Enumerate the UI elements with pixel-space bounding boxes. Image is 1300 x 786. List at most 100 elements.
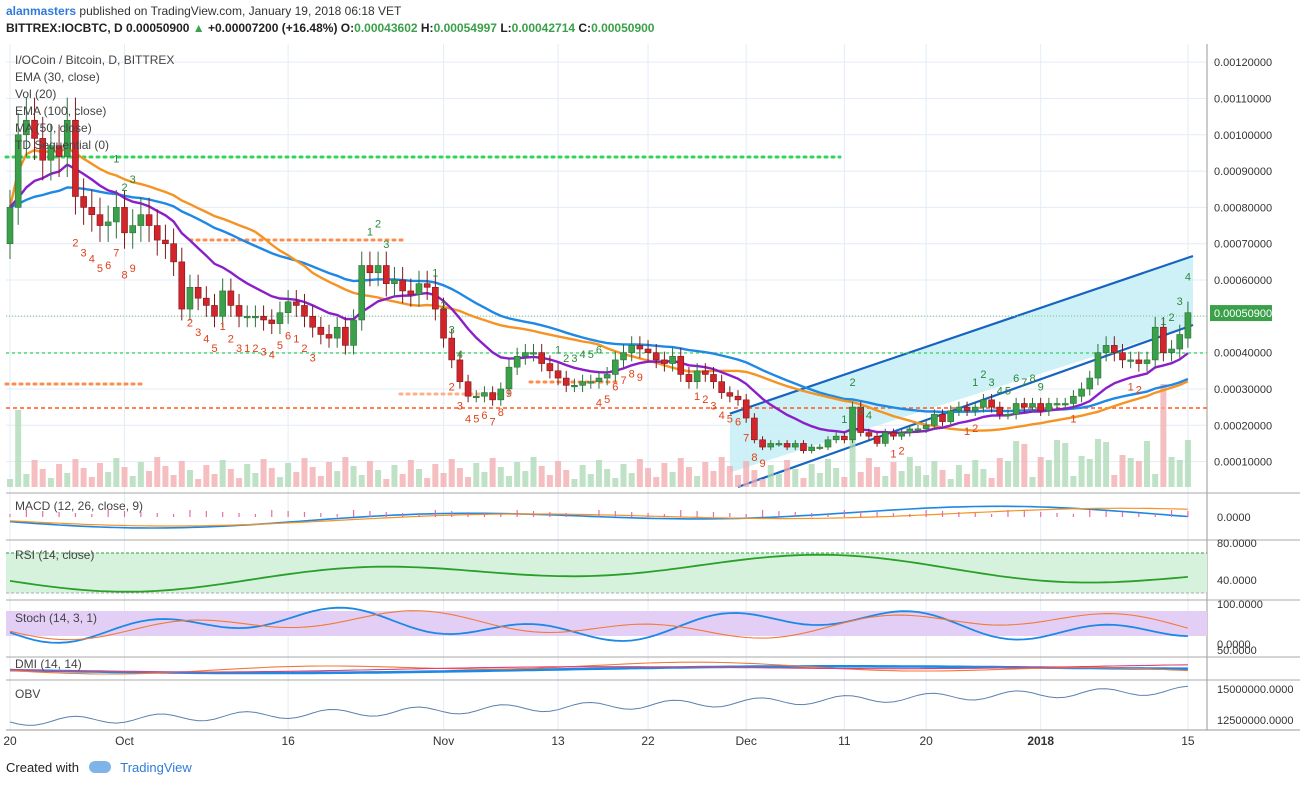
volume-bar (563, 470, 570, 487)
candle (816, 446, 824, 449)
candle (432, 286, 439, 310)
stoch-label: Stoch (14, 3, 1) (15, 611, 97, 625)
legend-item: Vol (20) (15, 87, 56, 101)
volume-bar (972, 460, 979, 487)
x-tick-label: Dec (736, 734, 757, 748)
candle (145, 214, 153, 226)
td-up-count: 6 (596, 345, 602, 357)
candle (857, 406, 865, 433)
td-down-count: 2 (449, 381, 455, 393)
candle (1160, 326, 1167, 353)
candle (841, 435, 848, 441)
obv-line (9, 685, 1188, 726)
volume-bar (865, 458, 872, 487)
volume-bar (56, 464, 63, 487)
volume-bar (1152, 474, 1159, 487)
high-value: 0.00054997 (433, 21, 497, 35)
volume-bar (841, 477, 848, 487)
td-up-count: 3 (383, 239, 389, 251)
candle (710, 374, 717, 382)
x-tick-label: 22 (641, 734, 655, 748)
tradingview-link[interactable]: TradingView (120, 760, 192, 775)
candle (194, 286, 202, 299)
td-down-count: 3 (81, 247, 87, 259)
volume-bar (366, 461, 373, 487)
volume-bar (407, 460, 414, 487)
volume-bar (154, 457, 161, 487)
x-tick-label: 20 (3, 734, 17, 748)
candle (734, 395, 742, 401)
stoch-tick: 0.0000 (1217, 639, 1251, 651)
volume-bar (931, 461, 938, 487)
td-up-count: 5 (1005, 385, 1011, 397)
low-label: L: (500, 21, 512, 35)
volume-bar (481, 472, 488, 487)
candle (906, 428, 914, 433)
y-tick-label: 0.00060000 (1214, 275, 1272, 287)
volume-bar (636, 459, 643, 487)
candle (1094, 352, 1102, 379)
volume-bar (416, 469, 422, 487)
dmi-tick: 50.0000 (1217, 645, 1257, 657)
candle (1086, 377, 1094, 390)
y-tick-label: 0.00110000 (1214, 93, 1271, 105)
volume-bar (505, 476, 512, 487)
td-down-count: 4 (89, 254, 95, 266)
volume-bar (129, 476, 136, 487)
y-tick-label: 0.00080000 (1214, 202, 1272, 214)
volume-bar (882, 476, 889, 487)
candle (677, 355, 685, 375)
volume-bar (612, 478, 619, 487)
td-up-count: 4 (457, 349, 463, 361)
candle (718, 381, 725, 393)
volume-bar (186, 470, 193, 487)
y-tick-label: 0.00090000 (1214, 166, 1272, 178)
candle (898, 432, 905, 437)
volume-bar (1045, 460, 1052, 487)
candle (211, 305, 218, 317)
td-down-count: 3 (261, 346, 267, 358)
candle (922, 424, 930, 430)
td-up-count: 1 (1160, 316, 1166, 328)
candle (554, 370, 562, 379)
candle (538, 352, 546, 364)
candle (472, 395, 480, 399)
candle (775, 443, 783, 446)
td-up-count: 4 (1185, 271, 1191, 283)
volume-bar (555, 461, 562, 487)
candle (522, 352, 529, 357)
candle (873, 435, 881, 444)
td-down-count: 8 (629, 369, 635, 381)
td-down-count: 2 (1136, 385, 1142, 397)
candle (178, 261, 186, 310)
volume-bar (1135, 461, 1142, 487)
td-down-count: 3 (710, 401, 716, 413)
td-down-count: 8 (498, 407, 504, 419)
td-up-count: 1 (367, 227, 373, 239)
footer: Created with TradingView (6, 760, 192, 775)
volume-bar (170, 475, 177, 487)
author-link[interactable]: alanmasters (6, 4, 77, 18)
td-up-count: 1 (432, 267, 438, 279)
candle (661, 359, 668, 364)
td-down-count: 2 (972, 423, 978, 435)
candle (726, 392, 734, 397)
volume-bar (522, 471, 529, 487)
td-up-count: 1 (972, 377, 978, 389)
volume-bar (718, 457, 725, 487)
candle (137, 214, 145, 226)
candle (276, 312, 284, 324)
td-down-count: 9 (130, 263, 136, 275)
candle (456, 359, 464, 382)
td-down-count: 5 (97, 263, 103, 275)
volume-bar (514, 462, 521, 487)
candle (1045, 403, 1053, 412)
rsi-tick: 80.0000 (1217, 538, 1257, 550)
candle (783, 443, 791, 448)
volume-bar (80, 468, 87, 487)
volume-bar (1127, 458, 1134, 487)
y-tick-label: 0.00100000 (1214, 130, 1272, 142)
candle (513, 355, 521, 368)
indicator-line (9, 606, 1188, 644)
